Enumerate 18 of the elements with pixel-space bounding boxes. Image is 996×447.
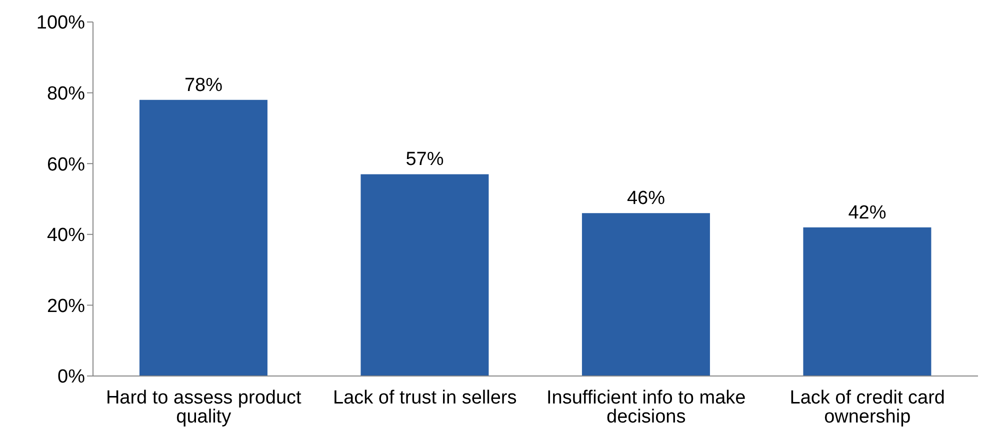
bar [582, 213, 710, 376]
y-tick-label: 80% [46, 84, 86, 105]
y-tick-label: 0% [58, 366, 86, 388]
x-tick-label: Lack of trust in sellers [333, 387, 517, 408]
data-label: 46% [626, 188, 666, 210]
x-tick-label: Lack of credit card ownership [790, 387, 945, 428]
bar [139, 100, 268, 376]
y-tick-label: 60% [46, 154, 86, 176]
data-label: 57% [406, 149, 444, 170]
y-tick-label: 20% [46, 296, 86, 317]
bar [360, 174, 489, 376]
bar [803, 227, 932, 376]
x-tick-label: Insufficient info to make decisions [546, 387, 746, 428]
data-label: 78% [184, 74, 223, 96]
x-tick-label: Hard to assess product quality [106, 387, 302, 428]
y-tick-label: 40% [46, 225, 86, 246]
data-label: 42% [848, 202, 886, 224]
y-tick-label: 100% [36, 12, 86, 34]
